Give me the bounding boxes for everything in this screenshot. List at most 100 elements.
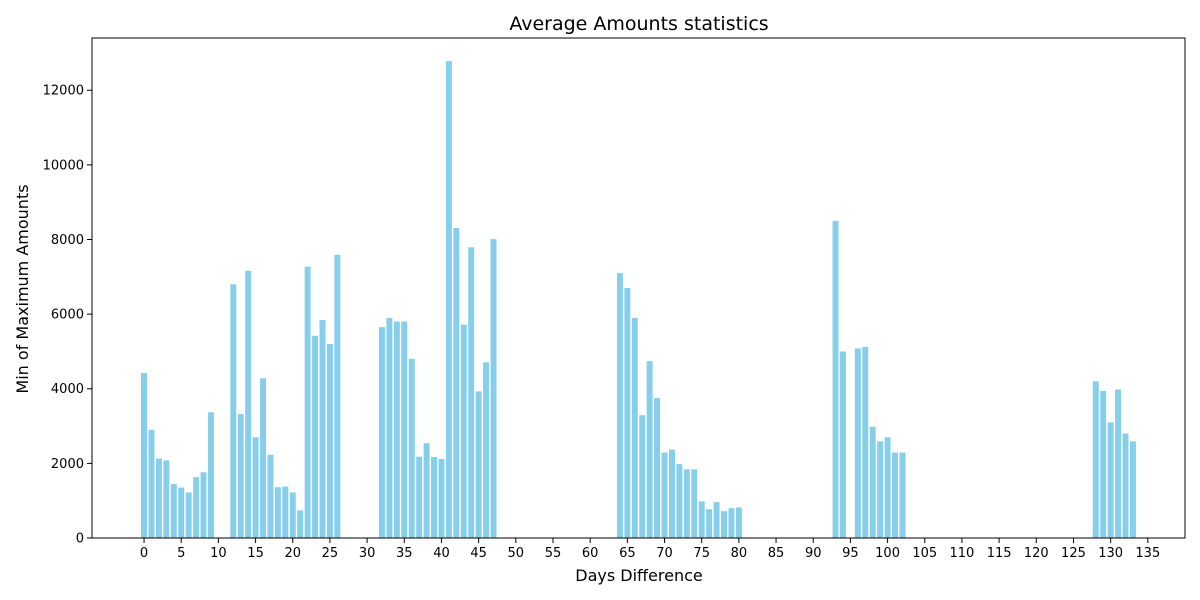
bar: [334, 254, 341, 539]
bar: [274, 487, 281, 538]
bar: [260, 378, 266, 538]
bar: [490, 239, 497, 538]
bar: [624, 288, 631, 538]
x-tick-label: 80: [731, 546, 748, 561]
bar: [1107, 422, 1114, 538]
x-tick-label: 20: [284, 546, 301, 561]
bar: [163, 460, 170, 538]
y-tick-label: 10000: [43, 158, 84, 173]
x-tick-label: 100: [875, 546, 900, 561]
bar: [639, 415, 646, 538]
bar: [445, 61, 452, 538]
bar: [460, 324, 467, 538]
bar: [297, 510, 304, 538]
bar: [475, 391, 482, 538]
y-tick-label: 6000: [51, 308, 84, 323]
x-tick-label: 45: [470, 546, 487, 561]
bar: [267, 454, 274, 538]
x-tick-label: 135: [1135, 546, 1160, 561]
bar: [431, 457, 437, 538]
x-tick-label: 10: [210, 546, 227, 561]
bar: [304, 266, 311, 538]
bar: [401, 321, 408, 538]
bar: [178, 487, 185, 538]
bar: [631, 317, 638, 538]
bar: [438, 458, 445, 538]
bar: [899, 452, 906, 538]
bar: [654, 398, 661, 538]
x-tick-label: 120: [1024, 546, 1049, 561]
x-tick-label: 40: [433, 546, 450, 561]
bar: [386, 317, 393, 538]
bar: [483, 362, 490, 538]
x-tick-label: 130: [1098, 546, 1123, 561]
x-axis-label: Days Difference: [575, 566, 703, 585]
bar: [200, 472, 207, 538]
bar: [735, 507, 742, 538]
bar: [289, 492, 296, 538]
x-tick-label: 115: [987, 546, 1012, 561]
bar: [683, 469, 690, 538]
bars-group: [141, 61, 1136, 539]
bar: [646, 361, 653, 538]
x-tick-label: 30: [359, 546, 376, 561]
bar: [862, 346, 869, 538]
x-tick-label: 15: [247, 546, 264, 561]
bar: [713, 502, 720, 538]
bar: [468, 247, 475, 538]
bar: [155, 458, 162, 538]
bar: [141, 373, 148, 538]
x-tick-label: 25: [322, 546, 339, 561]
x-tick-label: 65: [619, 546, 636, 561]
bar: [661, 452, 668, 538]
bar: [728, 508, 735, 538]
y-tick-label: 0: [76, 532, 84, 547]
x-tick-label: 90: [805, 546, 822, 561]
x-tick-label: 0: [140, 546, 148, 561]
bar: [832, 220, 839, 538]
x-axis-ticks: 0 5 10 15 20 25 30 35 40 45 50 55 60 65 70 75 80 85 90 95 10…: [140, 538, 1160, 561]
x-tick-label: 5: [177, 546, 185, 561]
x-tick-label: 85: [768, 546, 785, 561]
bar: [1122, 433, 1129, 538]
bar: [1092, 381, 1099, 538]
x-tick-label: 70: [656, 546, 673, 561]
bar: [877, 441, 884, 538]
x-tick-label: 60: [582, 546, 599, 561]
y-tick-label: 4000: [51, 382, 84, 397]
bar: [230, 284, 237, 538]
bar: [869, 426, 876, 538]
bar: [379, 327, 385, 538]
x-tick-label: 35: [396, 546, 413, 561]
bar: [706, 509, 713, 538]
bar: [237, 414, 244, 538]
bar: [1100, 390, 1107, 538]
bar: [252, 437, 259, 538]
bar: [408, 358, 415, 538]
x-tick-label: 105: [912, 546, 937, 561]
y-axis-label: Min of Maximum Amounts: [13, 184, 32, 393]
bar: [170, 483, 177, 538]
x-tick-label: 75: [693, 546, 710, 561]
bar: [1129, 441, 1136, 538]
chart-title: Average Amounts statistics: [509, 13, 768, 35]
y-tick-label: 2000: [51, 457, 84, 472]
bar: [854, 348, 861, 538]
x-tick-label: 95: [842, 546, 859, 561]
bar: [616, 273, 623, 538]
plot-frame: [91, 37, 1186, 539]
bar: [319, 320, 326, 538]
x-tick-label: 125: [1061, 546, 1086, 561]
x-tick-label: 50: [508, 546, 525, 561]
bar: [698, 501, 705, 538]
bar: [676, 464, 683, 538]
bar: [148, 429, 155, 538]
x-tick-label: 55: [545, 546, 562, 561]
y-axis-ticks: 0 2000 4000 6000 8000 10000 12000: [43, 84, 92, 547]
bar: [691, 469, 698, 538]
bar: [282, 486, 289, 538]
bar: [453, 227, 460, 538]
bar: [423, 443, 430, 538]
